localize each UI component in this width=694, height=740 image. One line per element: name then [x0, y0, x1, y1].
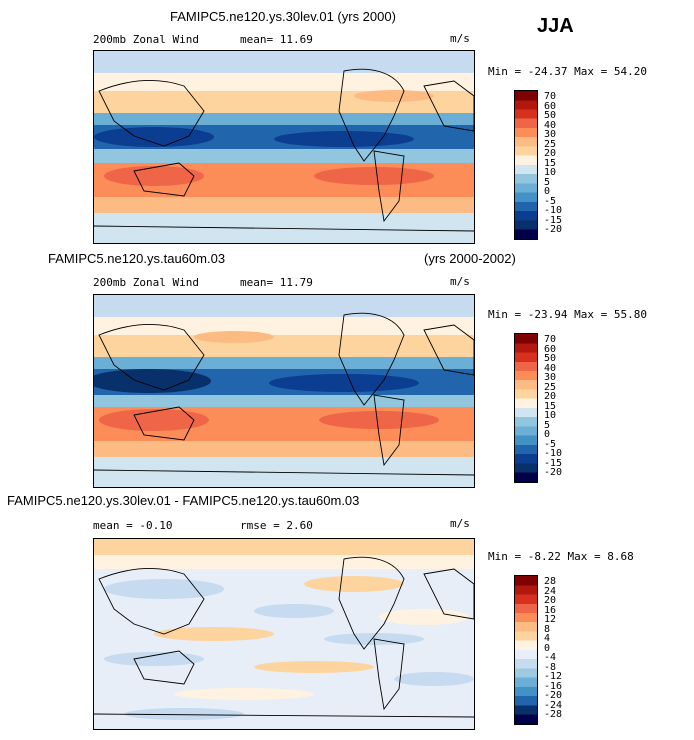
panel1-colorbar-label: 5 — [544, 177, 551, 188]
panel2-colorbar-label: 40 — [544, 363, 557, 374]
panel3-units: m/s — [450, 517, 470, 530]
panel3-colorbar-label: -28 — [544, 709, 563, 720]
panel1-title: FAMIPC5.ne120.ys.30lev.01 (yrs 2000) — [170, 9, 396, 24]
panel3-colorbar-label: -8 — [544, 662, 557, 673]
panel3-colorbar-label: -20 — [544, 690, 563, 701]
panel3-colorbar-label: 12 — [544, 614, 557, 625]
panel2-colorbar-label: 70 — [544, 334, 557, 345]
panel2-colorbar-label: 30 — [544, 372, 557, 383]
panel1-colorbar-label: 50 — [544, 110, 557, 121]
panel2-map — [93, 294, 475, 488]
panel1-colorbar-label: -20 — [544, 224, 563, 235]
panel3-colorbar-label: 24 — [544, 586, 557, 597]
panel2-mean: mean= 11.79 — [240, 276, 313, 289]
panel1-colorbar-label: 70 — [544, 91, 557, 102]
panel1-variable: 200mb Zonal Wind — [93, 33, 199, 46]
panel3-colorbar-label: 16 — [544, 605, 557, 616]
panel3-colorbar-label: -12 — [544, 671, 563, 682]
panel1-units: m/s — [450, 32, 470, 45]
panel3-colorbar-label: 20 — [544, 595, 557, 606]
panel2-colorbar-gradient — [514, 333, 538, 483]
panel2-colorbar-label: 0 — [544, 429, 551, 440]
panel3-colorbar-label: -16 — [544, 681, 563, 692]
panel2-colorbar-label: 50 — [544, 353, 557, 364]
panel2-colorbar-label: -5 — [544, 439, 557, 450]
panel2-minmax: Min = -23.94 Max = 55.80 — [488, 308, 647, 321]
panel1-colorbar-label: 20 — [544, 148, 557, 159]
panel2-colorbar-label: 5 — [544, 420, 551, 431]
panel1-mean: mean= 11.69 — [240, 33, 313, 46]
panel1-colorbar-label: -15 — [544, 215, 563, 226]
panel2-years: (yrs 2000-2002) — [424, 251, 516, 266]
panel1-colorbar-label: 30 — [544, 129, 557, 140]
panel1-colorbar-label: 40 — [544, 120, 557, 131]
panel3-map — [93, 538, 475, 730]
panel2-title: FAMIPC5.ne120.ys.tau60m.03 — [48, 251, 226, 266]
panel1-map — [93, 50, 475, 244]
panel1-colorbar-label: 25 — [544, 139, 557, 150]
panel2-colorbar-label: 60 — [544, 344, 557, 355]
panel2-colorbar-label: 25 — [544, 382, 557, 393]
panel3-colorbar-label: -4 — [544, 652, 557, 663]
panel1-colorbar-label: 60 — [544, 101, 557, 112]
panel3-rmse: rmse = 2.60 — [240, 519, 313, 532]
panel2-colorbar-label: 20 — [544, 391, 557, 402]
panel3-colorbar-label: 28 — [544, 576, 557, 587]
panel2-colorbar-label: 10 — [544, 410, 557, 421]
panel1-colorbar-label: 15 — [544, 158, 557, 169]
panel2-colorbar-label: -15 — [544, 458, 563, 469]
panel3-title: FAMIPC5.ne120.ys.30lev.01 - FAMIPC5.ne12… — [7, 493, 360, 508]
panel3-colorbar-label: 4 — [544, 633, 551, 644]
panel1-colorbar-label: 10 — [544, 167, 557, 178]
panel3-colorbar-label: 8 — [544, 624, 551, 635]
panel3-colorbar-label: 0 — [544, 643, 551, 654]
panel1-minmax: Min = -24.37 Max = 54.20 — [488, 65, 647, 78]
panel2-colorbar-label: -20 — [544, 467, 563, 478]
panel2-colorbar-label: -10 — [544, 448, 563, 459]
panel1-colorbar-label: 0 — [544, 186, 551, 197]
season-label: JJA — [537, 15, 574, 37]
panel2-units: m/s — [450, 275, 470, 288]
panel3-colorbar-label: -24 — [544, 700, 563, 711]
panel1-colorbar-label: -10 — [544, 205, 563, 216]
panel1-colorbar-label: -5 — [544, 196, 557, 207]
panel3-mean: mean = -0.10 — [93, 519, 173, 532]
panel3-colorbar-gradient — [514, 575, 538, 725]
panel2-colorbar-label: 15 — [544, 401, 557, 412]
panel3-minmax: Min = -8.22 Max = 8.68 — [488, 550, 634, 563]
panel2-variable: 200mb Zonal Wind — [93, 276, 199, 289]
panel1-colorbar-gradient — [514, 90, 538, 240]
